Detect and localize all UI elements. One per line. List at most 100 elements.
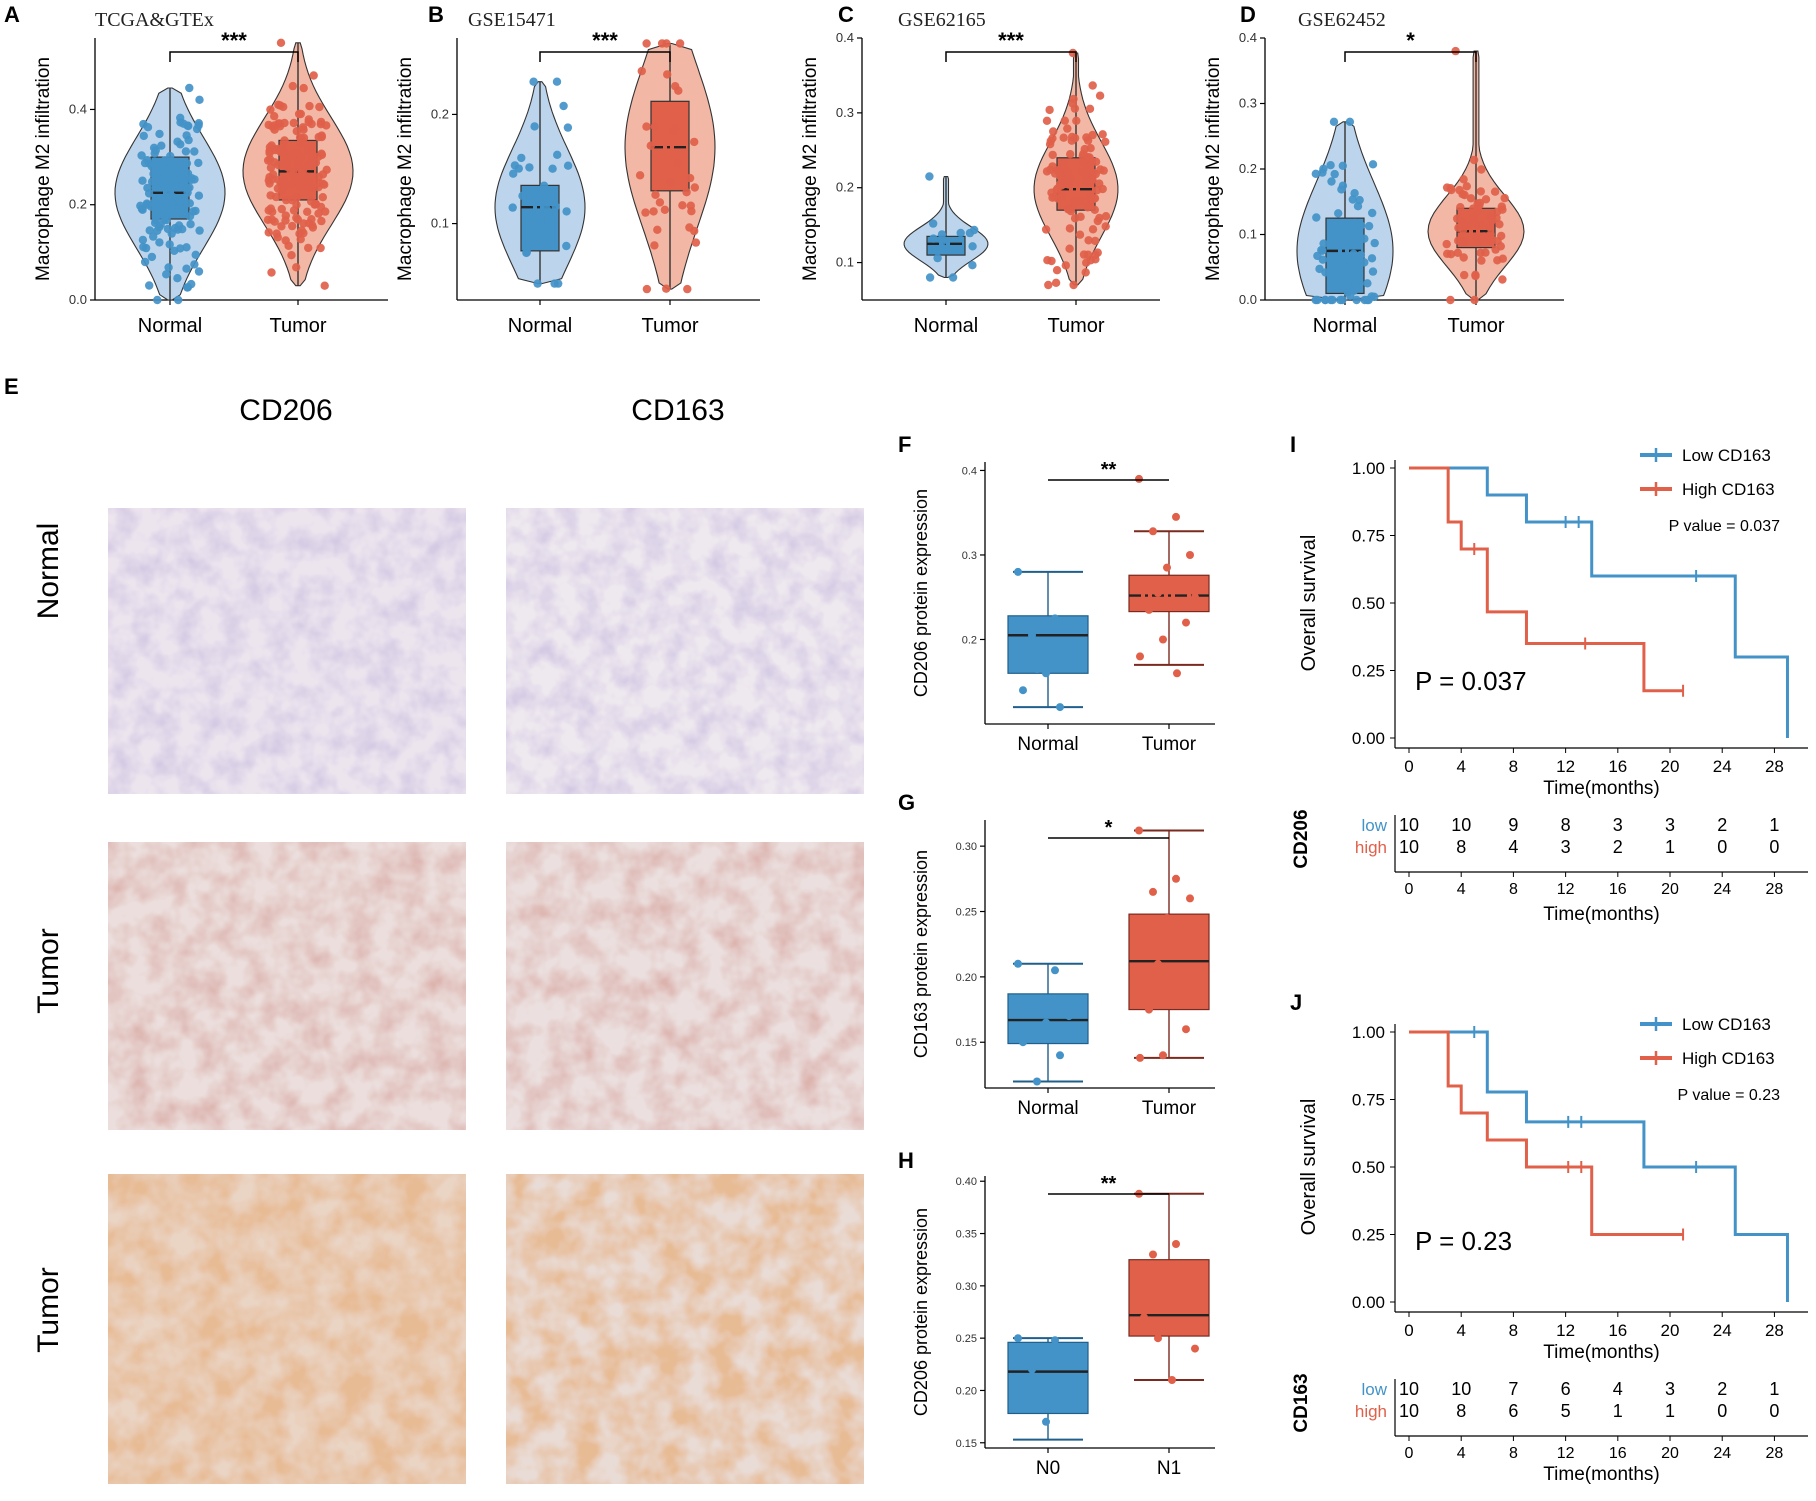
risk-table-x-tick-label: 24	[1713, 1445, 1731, 1462]
data-point	[309, 71, 318, 80]
data-point	[162, 215, 171, 225]
x-tick-label: 16	[1608, 757, 1627, 776]
data-point	[657, 39, 667, 48]
data-point	[174, 221, 184, 230]
significance-bracket	[1344, 51, 1477, 62]
y-tick-label: 0.30	[956, 841, 977, 853]
risk-table-x-tick-label: 28	[1766, 1445, 1784, 1462]
risk-table-x-tick-label: 8	[1509, 1445, 1518, 1462]
data-point	[139, 119, 148, 129]
risk-table-count: 10	[1399, 815, 1419, 835]
significance-stars: **	[1101, 459, 1117, 481]
data-point	[1470, 295, 1479, 305]
data-point	[1051, 278, 1061, 287]
data-point	[266, 191, 275, 200]
x-tick-label: Tumor	[1047, 315, 1104, 337]
data-point	[185, 83, 194, 93]
data-point	[1056, 1051, 1064, 1060]
data-point	[190, 260, 199, 269]
risk-table-count: 8	[1456, 837, 1466, 857]
data-point	[1168, 597, 1176, 606]
data-point	[1447, 185, 1456, 195]
data-point	[544, 216, 553, 225]
risk-table-x-tick-label: 4	[1457, 1445, 1466, 1462]
y-tick-label: 1.00	[1352, 459, 1385, 478]
data-point	[663, 70, 672, 79]
risk-table-x-tick-label: 24	[1713, 881, 1731, 898]
panel-label-H: H	[898, 1148, 914, 1173]
data-point	[182, 264, 191, 273]
data-point	[528, 237, 537, 247]
data-point	[1154, 959, 1162, 968]
data-point	[1068, 99, 1077, 108]
x-tick-label: Normal	[508, 315, 572, 337]
data-point	[1065, 224, 1075, 233]
data-point	[525, 163, 534, 172]
data-point	[308, 223, 318, 232]
data-point	[1028, 1365, 1036, 1374]
data-point	[653, 225, 662, 234]
y-axis-label: Overall survival	[1298, 535, 1320, 672]
data-point	[308, 148, 317, 158]
data-point	[1495, 220, 1504, 229]
data-point	[529, 77, 538, 86]
y-tick-label: 0.00	[1352, 729, 1385, 748]
data-point	[1177, 1323, 1185, 1332]
micrograph-tumor-cd163	[506, 842, 864, 1130]
risk-table-row-label: low	[1361, 816, 1387, 835]
data-point	[275, 119, 284, 128]
panel-label-B: B	[428, 2, 444, 27]
risk-table-count: 4	[1613, 1379, 1623, 1399]
micrograph-normal-cd163	[506, 508, 864, 794]
data-point	[165, 240, 174, 249]
data-point	[1135, 826, 1143, 835]
data-point	[675, 39, 685, 48]
risk-table-x-tick-label: 0	[1405, 1445, 1414, 1462]
y-axis-label: CD163 protein expression	[911, 850, 931, 1058]
data-point	[194, 191, 204, 200]
data-point	[1485, 212, 1495, 221]
y-tick-label: 0.1	[836, 255, 854, 270]
data-point	[1140, 576, 1148, 585]
data-point	[1459, 253, 1468, 262]
data-point	[311, 158, 321, 167]
data-point	[1328, 295, 1337, 305]
data-point	[288, 221, 297, 231]
data-point	[642, 284, 652, 294]
data-point	[1464, 220, 1473, 229]
data-point	[1319, 239, 1328, 248]
y-tick-label: 0.20	[956, 972, 977, 984]
risk-table-count: 8	[1456, 1401, 1466, 1421]
data-point	[649, 207, 658, 216]
y-tick-label: 0.50	[1352, 594, 1385, 613]
x-tick-label: Normal	[914, 315, 978, 337]
y-tick-label: 0.15	[956, 1438, 977, 1450]
data-point	[682, 188, 691, 197]
data-point	[642, 122, 651, 131]
data-point	[1318, 168, 1327, 177]
data-point	[270, 112, 279, 121]
data-point	[543, 198, 552, 207]
data-point	[160, 156, 169, 165]
risk-table-row-label: low	[1361, 1380, 1387, 1399]
data-point	[1172, 1240, 1180, 1248]
data-point	[1172, 874, 1180, 883]
y-tick-label: 0.35	[956, 1229, 977, 1241]
violin-panel-D: GSE62452 0.0 0.1 0.2 0.3 0.4 Normal Tumor Macrop…	[1203, 9, 1564, 337]
data-point	[655, 198, 665, 207]
data-point	[522, 247, 531, 257]
data-point	[317, 131, 326, 140]
data-point	[303, 182, 312, 191]
x-tick-label: 8	[1509, 757, 1518, 776]
risk-table-x-tick-label: 16	[1609, 1445, 1627, 1462]
data-point	[1145, 1005, 1153, 1014]
risk-table-row-label: high	[1355, 838, 1387, 857]
data-point	[318, 193, 327, 202]
risk-table-count: 6	[1561, 1379, 1571, 1399]
data-point	[281, 216, 290, 225]
data-point	[1472, 234, 1481, 243]
data-point	[1350, 227, 1359, 236]
data-point	[1063, 167, 1072, 176]
risk-table-x-axis-label: Time(months)	[1543, 1464, 1659, 1485]
y-tick-label: 0.30	[956, 1281, 977, 1293]
